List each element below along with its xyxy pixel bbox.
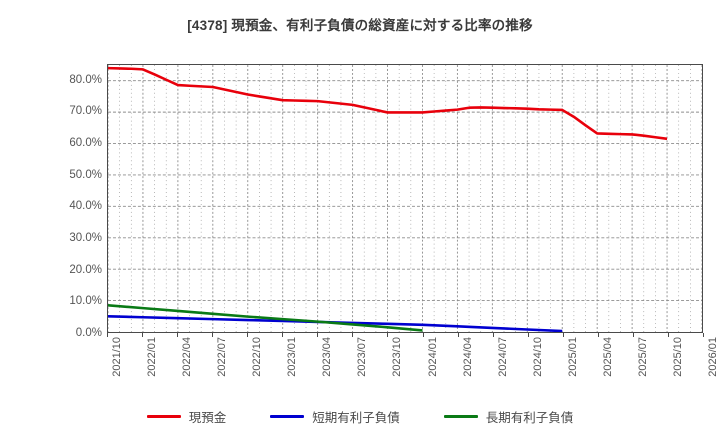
y-axis-tick-label: 40.0% [69,200,102,213]
x-axis-tick-mark [387,333,389,337]
y-axis-tick-label: 30.0% [69,232,102,245]
x-axis-tick-label: 2026/01 [707,337,719,377]
plot-area [107,64,703,333]
y-axis-tick-label: 0.0% [75,327,102,339]
x-axis-tick-label: 2025/10 [671,337,684,377]
legend-label: 長期有利子負債 [485,410,574,425]
x-axis-tick-label: 2023/07 [356,337,369,377]
x-axis-tick-label: 2024/10 [531,337,544,377]
x-axis-tick-label: 2023/10 [391,337,404,377]
x-axis-tick-mark [212,333,214,337]
legend-color-swatch [270,414,305,418]
x-axis-tick-label: 2025/04 [601,337,614,377]
x-axis-tick-label: 2024/07 [496,337,509,377]
x-axis-tick-mark [527,333,529,337]
x-axis-tick-label: 2024/04 [461,337,474,377]
x-axis-tick-label: 2023/04 [321,337,334,377]
x-axis-tick-mark [247,333,249,337]
chart-title: [4378] 現預金、有利子負債の総資産に対する比率の推移 [187,18,533,33]
series-line [108,66,668,141]
x-axis-tick-mark [562,333,564,337]
legend-item[interactable]: 現預金 [146,407,227,426]
y-axis-tick-label: 60.0% [69,137,102,150]
chart-legend: 現預金 短期有利子負債 長期有利子負債 [0,404,720,428]
x-axis: 2021/10 2022/01 2022/04 2022/07 2022/10 2023/… [107,333,719,395]
x-axis-tick-label: 2022/04 [181,337,194,377]
x-axis-tick-mark [352,333,354,337]
x-axis-tick-mark [142,333,144,337]
y-axis-tick-label: 80.0% [69,73,102,86]
x-axis-tick-mark [422,333,424,337]
x-axis-tick-mark [667,333,669,337]
x-axis-tick-mark [632,333,634,337]
x-axis-tick-label: 2022/01 [146,337,159,377]
x-axis-tick-mark [107,333,108,337]
legend-item[interactable]: 短期有利子負債 [270,407,400,426]
data-series-layer [108,66,668,332]
x-axis-tick-mark [703,333,704,337]
legend-color-swatch [146,414,181,418]
x-axis-tick-mark [317,333,319,337]
y-axis-tick-label: 50.0% [69,168,102,181]
x-axis-tick-label: 2022/07 [216,337,229,377]
x-axis-tick-label: 2024/01 [426,337,439,377]
x-axis-tick-mark [597,333,599,337]
x-axis-tick-mark [492,333,494,337]
y-axis-tick-label: 70.0% [69,105,102,118]
y-axis-tick-label: 20.0% [69,263,102,276]
y-axis-tick-label: 10.0% [69,295,102,308]
legend-color-swatch [443,414,478,418]
x-axis-tick-label: 2022/10 [251,337,264,377]
legend-item[interactable]: 長期有利子負債 [443,407,574,426]
x-axis-tick-label: 2021/10 [111,337,123,377]
x-axis-tick-label: 2025/01 [566,337,579,377]
x-axis-tick-mark [457,333,459,337]
x-axis-tick-label: 2025/07 [636,337,649,377]
legend-label: 短期有利子負債 [312,410,400,425]
x-axis-tick-mark [282,333,284,337]
x-axis-tick-mark [177,333,179,337]
x-axis-tick-label: 2023/01 [286,337,299,377]
series-line [108,304,423,332]
legend-label: 現預金 [188,410,227,425]
y-axis: 0.0% 10.0% 20.0% 30.0% 40.0% 50.0% 60.0% 70.0% 8… [38,64,102,339]
